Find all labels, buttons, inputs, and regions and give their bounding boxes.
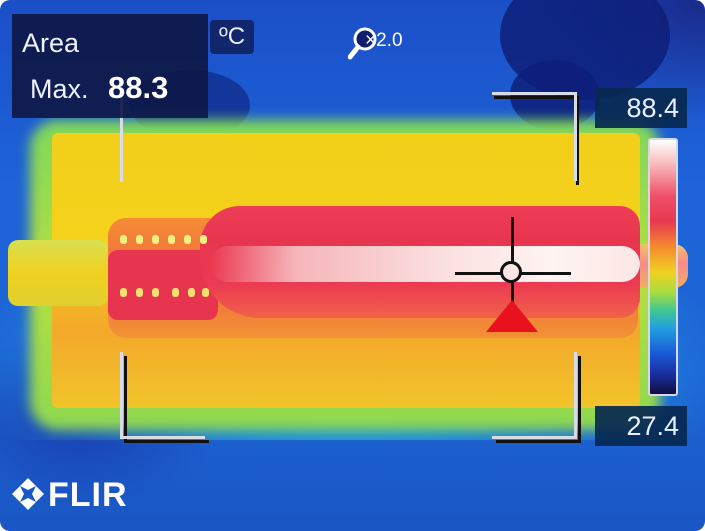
temperature-unit[interactable]: ºC — [210, 20, 254, 54]
bolt — [120, 288, 127, 297]
max-temperature-value: 88.3 — [108, 70, 169, 105]
area-bracket-bottom-right-black — [496, 356, 581, 443]
triangle-marker-icon — [486, 300, 538, 332]
bolt — [172, 288, 179, 297]
bolt — [152, 288, 159, 297]
crosshair-ring — [500, 261, 522, 283]
area-title: Area — [22, 28, 80, 58]
max-label: Max. — [30, 74, 89, 104]
area-bracket-top-right-black — [494, 96, 579, 185]
bolt — [200, 235, 207, 244]
area-bracket-top-right — [492, 92, 577, 181]
rotor-hottest-zone — [210, 246, 640, 282]
bolt — [188, 288, 195, 297]
temperature-color-scale — [648, 138, 678, 396]
bolt — [136, 235, 143, 244]
bolt — [136, 288, 143, 297]
zoom-level: ×2.0 — [365, 30, 403, 51]
scale-min-value: 27.4 — [595, 406, 687, 446]
motor-shaft-left — [8, 240, 108, 306]
bolt — [168, 235, 175, 244]
brand-logo-text: FLIR — [48, 476, 128, 514]
area-bracket-top-left — [120, 92, 209, 182]
flir-logo-icon — [12, 478, 44, 510]
rotor-hot-zone-left — [108, 250, 218, 320]
scale-max-value: 88.4 — [595, 88, 687, 128]
area-bracket-bottom-right — [492, 352, 577, 439]
bolt — [120, 235, 127, 244]
bolt — [202, 288, 209, 297]
magnifier-icon[interactable] — [348, 26, 378, 62]
area-bracket-bottom-left — [120, 352, 205, 439]
area-bracket-bottom-left-black — [124, 356, 209, 443]
bolt — [152, 235, 159, 244]
area-measurement-panel — [12, 14, 208, 118]
bolt — [184, 235, 191, 244]
